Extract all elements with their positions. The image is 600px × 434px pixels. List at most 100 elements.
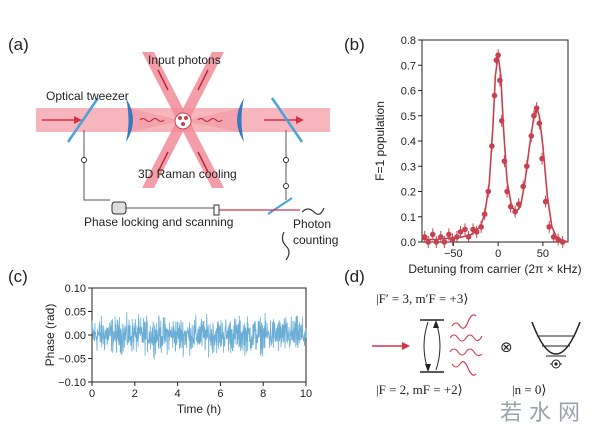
- y-tick-label: 0.5: [401, 111, 416, 123]
- data-point: [425, 239, 432, 245]
- data-point: [512, 208, 518, 215]
- y-axis-label: F=1 population: [373, 101, 387, 181]
- x-tick-label: 0: [495, 248, 501, 260]
- data-point: [504, 188, 510, 195]
- watermark: 若 水 网: [500, 401, 580, 426]
- tensor-symbol: ⊗: [500, 338, 513, 356]
- data-point: [429, 231, 436, 238]
- data-point: [433, 239, 440, 245]
- data-point: [438, 234, 444, 240]
- atom-dot: [178, 116, 182, 120]
- panel-label-b: (b): [344, 35, 365, 54]
- data-point: [539, 155, 545, 162]
- x-axis-label: Time (h): [177, 402, 221, 416]
- chart-sideband-spectrum: −50 0 50 0.0 0.1 0.2 0.3 0.4 0.5 0.6 0.7 0.8 Detunin…: [373, 35, 582, 276]
- x-tick-label: 0: [89, 388, 95, 400]
- x-tick-label: −50: [444, 248, 463, 260]
- dichroic-mirror-left: [66, 97, 100, 143]
- data-point: [481, 211, 488, 218]
- data-point: [465, 234, 472, 240]
- beam-cone-left: [130, 108, 183, 132]
- atom-dot: [184, 116, 188, 120]
- label-input-photons: Input photons: [148, 53, 221, 67]
- data-point: [550, 234, 557, 240]
- y-tick-label: 0.4: [401, 136, 416, 148]
- x-tick-label: 10: [300, 388, 312, 400]
- y-tick-label: 0.3: [401, 161, 416, 173]
- plot-frame: [421, 39, 569, 243]
- panel-label-d: (d): [344, 267, 365, 286]
- y-tick-label: 0.7: [401, 60, 416, 72]
- data-point: [520, 183, 527, 190]
- data-point: [441, 239, 448, 245]
- data-point: [559, 239, 566, 245]
- harmonic-potential: [531, 321, 581, 355]
- collimator: [213, 204, 220, 216]
- y-tick-label: 0.05: [65, 307, 86, 319]
- setup-schematic: Optical tweezer Input photons 3D Raman c…: [36, 52, 338, 261]
- scattered-photon: [451, 361, 477, 376]
- y-tick-label: 0.00: [65, 330, 86, 342]
- wavy-photon-left: [139, 118, 165, 122]
- x-tick-label: 50: [537, 248, 549, 260]
- scattered-photon: [451, 314, 477, 329]
- data-point: [515, 201, 522, 207]
- label-phase-locking: Phase locking and scanning: [84, 215, 233, 229]
- phase-modulator: [111, 201, 127, 215]
- x-tick-label: 4: [175, 388, 181, 400]
- data-point: [446, 231, 452, 238]
- y-tick-label: 0.0: [401, 237, 416, 249]
- wavy-photon-right: [197, 118, 223, 122]
- level-diagram: |F′ = 3, m′F = +3⟩ |F = 2, mF = +2⟩ |n =…: [372, 291, 581, 397]
- data-point: [497, 77, 503, 84]
- panel-label-a: (a): [8, 35, 29, 54]
- y-tick-label: 0.1: [401, 212, 416, 224]
- beamsplitter: [267, 197, 293, 215]
- lens-left: [126, 98, 133, 142]
- data-point: [495, 52, 501, 58]
- lens-right: [237, 98, 244, 142]
- input-photon-arrowhead: [402, 342, 410, 350]
- data-point: [462, 226, 468, 233]
- atom-cloud: [174, 112, 192, 130]
- label-photon-counting-2: counting: [293, 233, 338, 247]
- trapped-atom-core: [554, 362, 558, 366]
- y-axis-label: Phase (rad): [43, 304, 57, 367]
- x-tick-label: 8: [260, 388, 266, 400]
- data-point: [555, 236, 561, 243]
- y-tick-label: −0.10: [58, 377, 86, 389]
- y-tick-label: 0.2: [401, 187, 416, 199]
- scattered-photon: [449, 348, 483, 357]
- data-point: [523, 163, 530, 170]
- arrowhead: [425, 364, 431, 372]
- y-tick-label: −0.05: [58, 354, 86, 366]
- phase-trace: [91, 311, 307, 360]
- input-arrow-head: [74, 116, 82, 124]
- data-point: [421, 234, 428, 240]
- data-point: [501, 158, 508, 164]
- data-point: [507, 203, 514, 210]
- label-photon-counting-1: Photon: [293, 217, 331, 231]
- data-point: [528, 133, 535, 139]
- x-axis-label: Detuning from carrier (2π × kHz): [408, 262, 581, 276]
- transition-arrow-up: [435, 321, 441, 371]
- chart-phase-stability: 0 2 4 6 8 10 −0.10 −0.05 0.00 0.05 0.10 Time (h) Pha…: [43, 283, 312, 416]
- data-point: [498, 118, 505, 124]
- fiber-coupler: [81, 157, 87, 163]
- transition-arrow-down: [423, 321, 429, 371]
- data-point: [533, 105, 540, 111]
- detector-fiber-2: [281, 231, 290, 261]
- data-point: [546, 224, 552, 230]
- data-point: [531, 112, 537, 119]
- data-point: [454, 234, 460, 240]
- y-tick-label: 0.6: [401, 86, 416, 98]
- detector-fiber: [301, 207, 325, 215]
- fit-curve: [422, 55, 569, 243]
- beam-arrow-4: [157, 151, 169, 173]
- x-tick-label: 2: [132, 388, 138, 400]
- data-point: [491, 92, 498, 99]
- atom-dot: [181, 122, 185, 126]
- x-tick-label: 6: [217, 388, 223, 400]
- y-tick-label: 0.10: [65, 283, 86, 295]
